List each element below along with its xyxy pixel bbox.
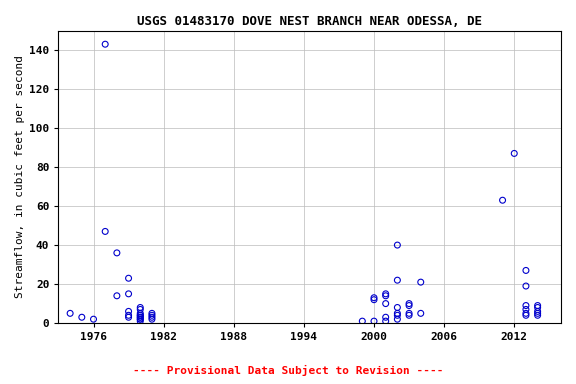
Point	[147, 310, 157, 316]
Point	[381, 318, 391, 324]
Point	[381, 291, 391, 297]
Point	[404, 301, 414, 307]
Point	[416, 279, 425, 285]
Point	[393, 277, 402, 283]
Point	[369, 295, 378, 301]
Point	[498, 197, 507, 203]
Point	[533, 310, 542, 316]
Point	[124, 291, 133, 297]
Point	[135, 306, 145, 313]
Point	[381, 301, 391, 307]
Point	[369, 296, 378, 303]
Text: ---- Provisional Data Subject to Revision ----: ---- Provisional Data Subject to Revisio…	[132, 365, 444, 376]
Point	[66, 310, 75, 316]
Point	[393, 305, 402, 311]
Point	[533, 305, 542, 311]
Point	[533, 312, 542, 318]
Point	[404, 310, 414, 316]
Point	[124, 314, 133, 320]
Point	[393, 312, 402, 318]
Point	[124, 308, 133, 314]
Point	[404, 303, 414, 309]
Point	[135, 314, 145, 320]
Point	[381, 293, 391, 299]
Point	[77, 314, 86, 320]
Point	[135, 312, 145, 318]
Point	[112, 293, 122, 299]
Point	[381, 314, 391, 320]
Point	[369, 318, 378, 324]
Point	[393, 242, 402, 248]
Point	[521, 303, 530, 309]
Point	[404, 312, 414, 318]
Point	[135, 318, 145, 324]
Point	[124, 275, 133, 281]
Point	[147, 314, 157, 320]
Point	[101, 228, 110, 235]
Point	[521, 312, 530, 318]
Point	[510, 151, 519, 157]
Point	[521, 306, 530, 313]
Point	[135, 316, 145, 322]
Point	[112, 250, 122, 256]
Point	[135, 314, 145, 320]
Point	[358, 318, 367, 324]
Point	[533, 308, 542, 314]
Point	[124, 312, 133, 318]
Point	[521, 283, 530, 289]
Point	[521, 310, 530, 316]
Point	[147, 312, 157, 318]
Point	[147, 316, 157, 322]
Point	[135, 312, 145, 318]
Title: USGS 01483170 DOVE NEST BRANCH NEAR ODESSA, DE: USGS 01483170 DOVE NEST BRANCH NEAR ODES…	[137, 15, 482, 28]
Point	[533, 303, 542, 309]
Point	[135, 310, 145, 316]
Point	[101, 41, 110, 47]
Point	[135, 305, 145, 311]
Point	[89, 316, 98, 322]
Point	[521, 267, 530, 273]
Point	[393, 310, 402, 316]
Point	[416, 310, 425, 316]
Y-axis label: Streamflow, in cubic feet per second: Streamflow, in cubic feet per second	[15, 55, 25, 298]
Point	[393, 316, 402, 322]
Point	[135, 316, 145, 322]
